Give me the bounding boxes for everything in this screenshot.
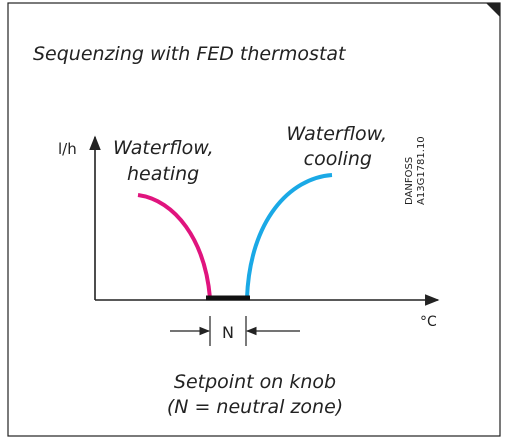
cooling-label: cooling	[304, 148, 372, 170]
caption: (N = neutral zone)	[167, 396, 343, 418]
code: A13G1781.10	[416, 136, 427, 205]
x-axis-label: °C	[420, 314, 437, 330]
zone-label: N	[222, 323, 234, 342]
heating-curve	[137, 193, 212, 299]
cooling-curve	[245, 173, 333, 299]
heating-label: Waterflow,	[113, 137, 214, 159]
caption: Setpoint on knob	[174, 371, 336, 393]
code: DANFOSS	[404, 157, 415, 205]
corner	[486, 3, 500, 17]
frame	[7, 2, 501, 437]
heating-label: heating	[127, 163, 199, 185]
cooling-label: Waterflow,	[286, 123, 387, 145]
y-axis-label: l/h	[58, 140, 77, 158]
title: Sequenzing with FED thermostat	[33, 43, 347, 65]
